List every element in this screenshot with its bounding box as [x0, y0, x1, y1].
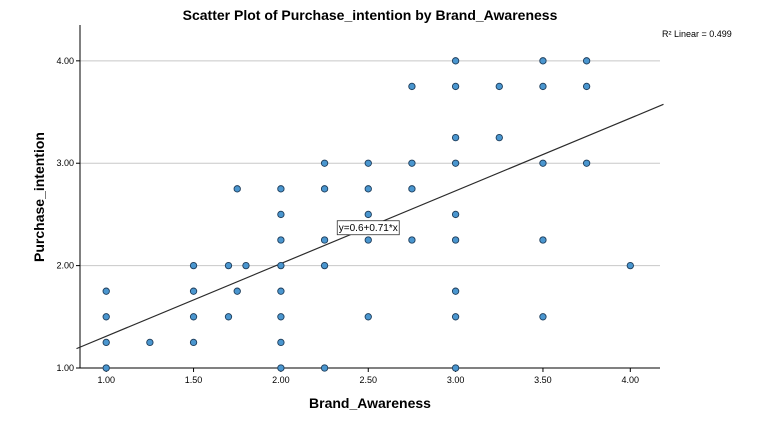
chart-title: Scatter Plot of Purchase_intention by Br… — [183, 7, 558, 23]
data-point — [189, 338, 198, 347]
data-point — [102, 287, 110, 295]
data-point — [582, 82, 591, 91]
data-point — [408, 236, 416, 244]
data-point — [102, 364, 110, 372]
fit-equation-box — [336, 220, 400, 236]
data-point — [539, 82, 547, 91]
data-point — [320, 261, 329, 270]
data-point — [408, 159, 416, 167]
data-point — [539, 313, 547, 321]
fit-equation-group: y=0.6+0.71*x — [336, 220, 400, 236]
data-point — [189, 313, 198, 321]
data-point — [408, 82, 416, 91]
x-tick-label: 3.50 — [534, 375, 552, 385]
data-point — [224, 261, 233, 270]
x-tick-label: 2.50 — [359, 375, 377, 385]
data-point — [224, 313, 233, 321]
data-point — [364, 159, 372, 167]
data-point — [451, 313, 460, 321]
data-point — [495, 133, 503, 142]
data-point — [277, 313, 285, 321]
x-tick-label: 4.00 — [622, 375, 640, 385]
data-point — [451, 133, 460, 142]
data-point — [626, 261, 634, 270]
y-tick-label: 4.00 — [56, 56, 74, 66]
data-point — [320, 236, 329, 244]
data-point — [102, 313, 110, 321]
x-tick-label: 1.00 — [97, 375, 115, 385]
data-points — [102, 57, 634, 372]
data-point — [582, 159, 591, 167]
data-point — [364, 210, 372, 219]
x-tick-labels: 1.00 1.50 2.00 2.50 3.00 3.50 4.00 — [97, 368, 639, 385]
data-point — [102, 338, 110, 347]
y-tick-label: 1.00 — [56, 363, 74, 373]
data-point — [233, 185, 241, 193]
axes — [79, 25, 660, 369]
x-tick-label: 3.00 — [447, 375, 465, 385]
x-tick-label: 1.50 — [185, 375, 203, 385]
data-point — [364, 185, 372, 193]
y-axis-label: Purchase_intention — [31, 132, 47, 262]
data-point — [451, 236, 460, 244]
data-point — [320, 185, 329, 193]
data-point — [277, 364, 285, 372]
data-point — [408, 185, 416, 193]
data-point — [233, 287, 241, 295]
data-point — [277, 338, 285, 347]
data-point — [582, 57, 591, 65]
data-point — [451, 364, 460, 372]
x-tick-label: 2.00 — [272, 375, 290, 385]
data-point — [364, 313, 372, 321]
y-tick-label: 2.00 — [56, 261, 74, 271]
data-point — [320, 159, 329, 167]
fit-equation-label: y=0.6+0.71*x — [339, 223, 398, 234]
y-tick-label: 3.00 — [56, 158, 74, 168]
data-point — [320, 364, 329, 372]
y-tick-labels: 1.00 2.00 3.00 4.00 — [56, 56, 80, 373]
data-point — [189, 261, 198, 270]
data-point — [451, 57, 460, 65]
data-point — [146, 338, 154, 347]
data-point — [277, 185, 285, 193]
data-point — [364, 236, 372, 244]
data-point — [451, 82, 460, 91]
data-point — [539, 236, 547, 244]
data-point — [277, 261, 285, 270]
data-point — [539, 57, 547, 65]
data-point — [242, 261, 250, 270]
data-point — [451, 159, 460, 167]
data-point — [451, 210, 460, 219]
data-point — [277, 210, 285, 219]
data-point — [495, 82, 503, 91]
data-point — [277, 236, 285, 244]
x-axis-label: Brand_Awareness — [309, 395, 431, 411]
data-point — [277, 287, 285, 295]
data-point — [451, 287, 460, 295]
r2-label: R² Linear = 0.499 — [662, 29, 732, 39]
data-point — [539, 159, 547, 167]
data-point — [189, 287, 198, 295]
